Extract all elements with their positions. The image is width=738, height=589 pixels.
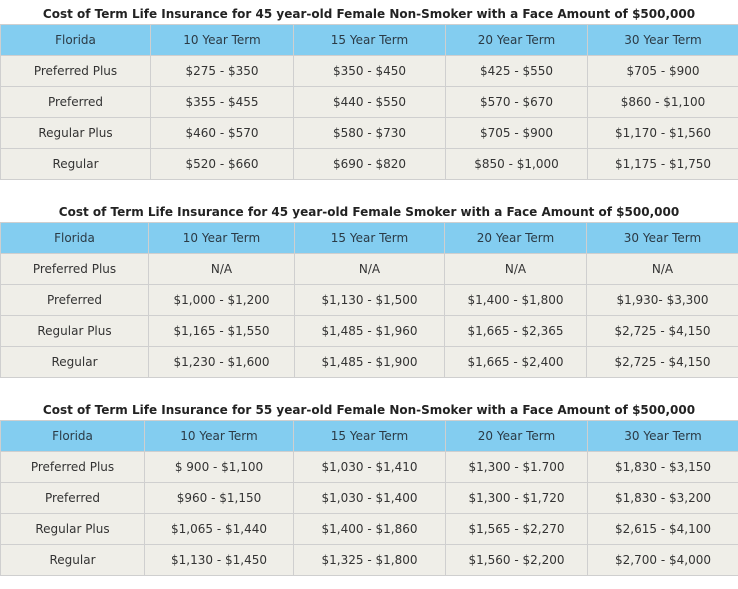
rate-cell: $1,485 - $1,900 [294,346,445,378]
rate-cell: $690 - $820 [293,148,446,180]
rate-class-cell: Regular Plus [0,315,149,347]
header-10-year-term: 10 Year Term [148,222,295,254]
header-30-year-term: 30 Year Term [587,420,738,452]
rate-class-cell: Regular Plus [0,513,145,545]
rate-class-cell: Preferred [0,284,149,316]
table-row: Regular Plus $1,165 - $1,550 $1,485 - $1… [0,315,738,347]
rate-class-cell: Preferred Plus [0,253,149,285]
table-row: Preferred $960 - $1,150 $1,030 - $1,400 … [0,482,738,514]
rate-class-cell: Preferred Plus [0,451,145,483]
rate-cell: $350 - $450 [293,55,446,87]
rate-cell: $1,930- $3,300 [586,284,738,316]
header-state: Florida [0,222,149,254]
rate-cell: $850 - $1,000 [445,148,588,180]
rate-cell: $1,130 - $1,500 [294,284,445,316]
rate-cell: $960 - $1,150 [144,482,294,514]
table-row: Preferred $355 - $455 $440 - $550 $570 -… [0,86,738,118]
header-20-year-term: 20 Year Term [444,222,587,254]
rate-cell: $1,175 - $1,750 [587,148,738,180]
rate-cell: $1,560 - $2,200 [445,544,588,576]
table-row: Preferred Plus N/A N/A N/A N/A [0,253,738,285]
rate-cell: $ 900 - $1,100 [144,451,294,483]
rate-cell: N/A [148,253,295,285]
header-15-year-term: 15 Year Term [293,24,446,56]
rate-cell: N/A [444,253,587,285]
table-row: Regular $520 - $660 $690 - $820 $850 - $… [0,148,738,180]
header-10-year-term: 10 Year Term [144,420,294,452]
rate-cell: $1,565 - $2,270 [445,513,588,545]
table-row: Regular $1,130 - $1,450 $1,325 - $1,800 … [0,544,738,576]
table-header-row: Florida 10 Year Term 15 Year Term 20 Yea… [0,24,738,56]
rate-cell: $355 - $455 [150,86,294,118]
rate-class-cell: Regular [0,148,151,180]
rate-cell: $1,665 - $2,400 [444,346,587,378]
table-caption: Cost of Term Life Insurance for 45 year-… [42,7,696,21]
rate-cell: $860 - $1,100 [587,86,738,118]
rate-cell: $440 - $550 [293,86,446,118]
rate-cell: $1,000 - $1,200 [148,284,295,316]
rate-cell: $1,400 - $1,800 [444,284,587,316]
rate-cell: $460 - $570 [150,117,294,149]
rate-cell: $1,830 - $3,150 [587,451,738,483]
rate-cell: $1,300 - $1.700 [445,451,588,483]
rate-table-section-2: Cost of Term Life Insurance for 45 year-… [0,202,738,378]
rate-cell: $1,230 - $1,600 [148,346,295,378]
rate-table: Florida 10 Year Term 15 Year Term 20 Yea… [0,420,738,576]
table-header-row: Florida 10 Year Term 15 Year Term 20 Yea… [0,222,738,254]
rate-class-cell: Regular Plus [0,117,151,149]
table-row: Preferred $1,000 - $1,200 $1,130 - $1,50… [0,284,738,316]
rate-table-section-1: Cost of Term Life Insurance for 45 year-… [0,4,738,180]
rate-table-section-3: Cost of Term Life Insurance for 55 year-… [0,400,738,576]
header-30-year-term: 30 Year Term [587,24,738,56]
header-state: Florida [0,24,151,56]
table-row: Regular Plus $460 - $570 $580 - $730 $70… [0,117,738,149]
rate-cell: $1,485 - $1,960 [294,315,445,347]
table-row: Regular $1,230 - $1,600 $1,485 - $1,900 … [0,346,738,378]
header-30-year-term: 30 Year Term [586,222,738,254]
rate-cell: $1,030 - $1,400 [293,482,446,514]
rate-cell: $1,170 - $1,560 [587,117,738,149]
rate-cell: $1,665 - $2,365 [444,315,587,347]
rate-cell: $1,325 - $1,800 [293,544,446,576]
table-caption: Cost of Term Life Insurance for 55 year-… [42,403,696,417]
rate-class-cell: Preferred Plus [0,55,151,87]
rate-cell: $520 - $660 [150,148,294,180]
rate-cell: $2,725 - $4,150 [586,346,738,378]
rate-table: Florida 10 Year Term 15 Year Term 20 Yea… [0,24,738,180]
rate-cell: $275 - $350 [150,55,294,87]
table-row: Preferred Plus $275 - $350 $350 - $450 $… [0,55,738,87]
rate-cell: $1,165 - $1,550 [148,315,295,347]
rate-cell: $1,300 - $1,720 [445,482,588,514]
table-row: Preferred Plus $ 900 - $1,100 $1,030 - $… [0,451,738,483]
table-row: Regular Plus $1,065 - $1,440 $1,400 - $1… [0,513,738,545]
rate-cell: $2,615 - $4,100 [587,513,738,545]
rate-cell: $2,725 - $4,150 [586,315,738,347]
rate-cell: $1,065 - $1,440 [144,513,294,545]
header-20-year-term: 20 Year Term [445,24,588,56]
rate-cell: $425 - $550 [445,55,588,87]
header-10-year-term: 10 Year Term [150,24,294,56]
rate-cell: $570 - $670 [445,86,588,118]
rate-cell: N/A [294,253,445,285]
header-15-year-term: 15 Year Term [294,222,445,254]
rate-cell: $580 - $730 [293,117,446,149]
rate-cell: $1,030 - $1,410 [293,451,446,483]
rate-table: Florida 10 Year Term 15 Year Term 20 Yea… [0,222,738,378]
header-state: Florida [0,420,145,452]
rate-cell: $705 - $900 [445,117,588,149]
rate-class-cell: Regular [0,346,149,378]
rate-cell: $1,400 - $1,860 [293,513,446,545]
rate-class-cell: Preferred [0,482,145,514]
rate-cell: N/A [586,253,738,285]
header-20-year-term: 20 Year Term [445,420,588,452]
rate-class-cell: Regular [0,544,145,576]
table-header-row: Florida 10 Year Term 15 Year Term 20 Yea… [0,420,738,452]
rate-cell: $1,830 - $3,200 [587,482,738,514]
table-caption: Cost of Term Life Insurance for 45 year-… [58,205,680,219]
rate-class-cell: Preferred [0,86,151,118]
rate-cell: $2,700 - $4,000 [587,544,738,576]
header-15-year-term: 15 Year Term [293,420,446,452]
rate-cell: $705 - $900 [587,55,738,87]
rate-cell: $1,130 - $1,450 [144,544,294,576]
